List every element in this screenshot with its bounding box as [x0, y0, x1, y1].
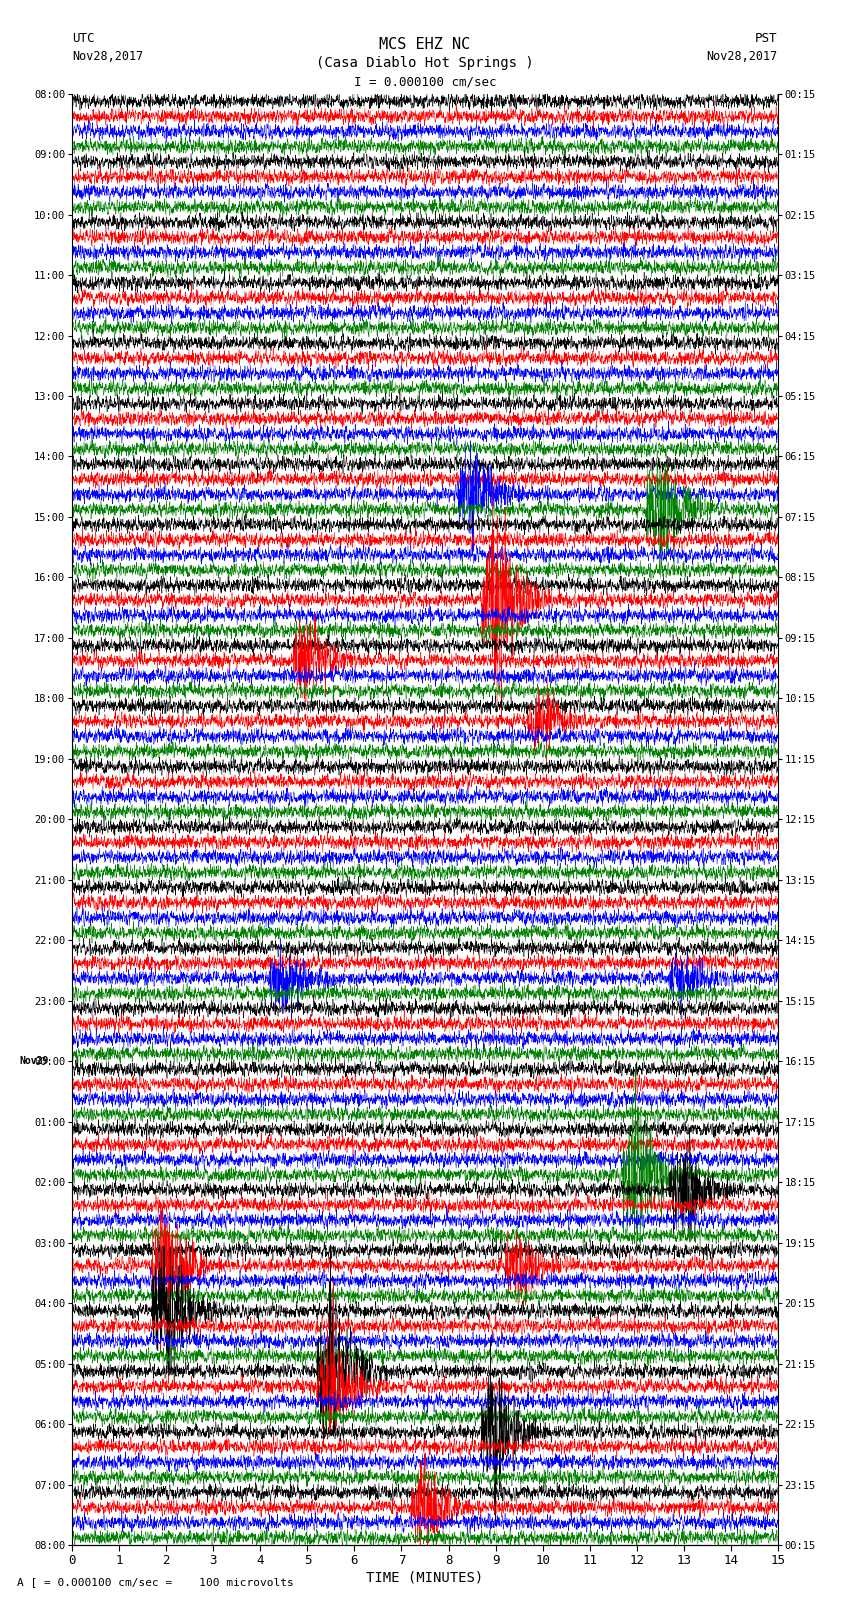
Text: I = 0.000100 cm/sec: I = 0.000100 cm/sec: [354, 76, 496, 89]
Text: PST: PST: [756, 32, 778, 45]
Text: UTC: UTC: [72, 32, 94, 45]
Text: Nov28,2017: Nov28,2017: [72, 50, 144, 63]
X-axis label: TIME (MINUTES): TIME (MINUTES): [366, 1571, 484, 1584]
Text: Nov29: Nov29: [20, 1057, 48, 1066]
Text: MCS EHZ NC: MCS EHZ NC: [379, 37, 471, 52]
Text: (Casa Diablo Hot Springs ): (Casa Diablo Hot Springs ): [316, 56, 534, 71]
Text: Nov28,2017: Nov28,2017: [706, 50, 778, 63]
Text: A [ = 0.000100 cm/sec =    100 microvolts: A [ = 0.000100 cm/sec = 100 microvolts: [17, 1578, 294, 1587]
